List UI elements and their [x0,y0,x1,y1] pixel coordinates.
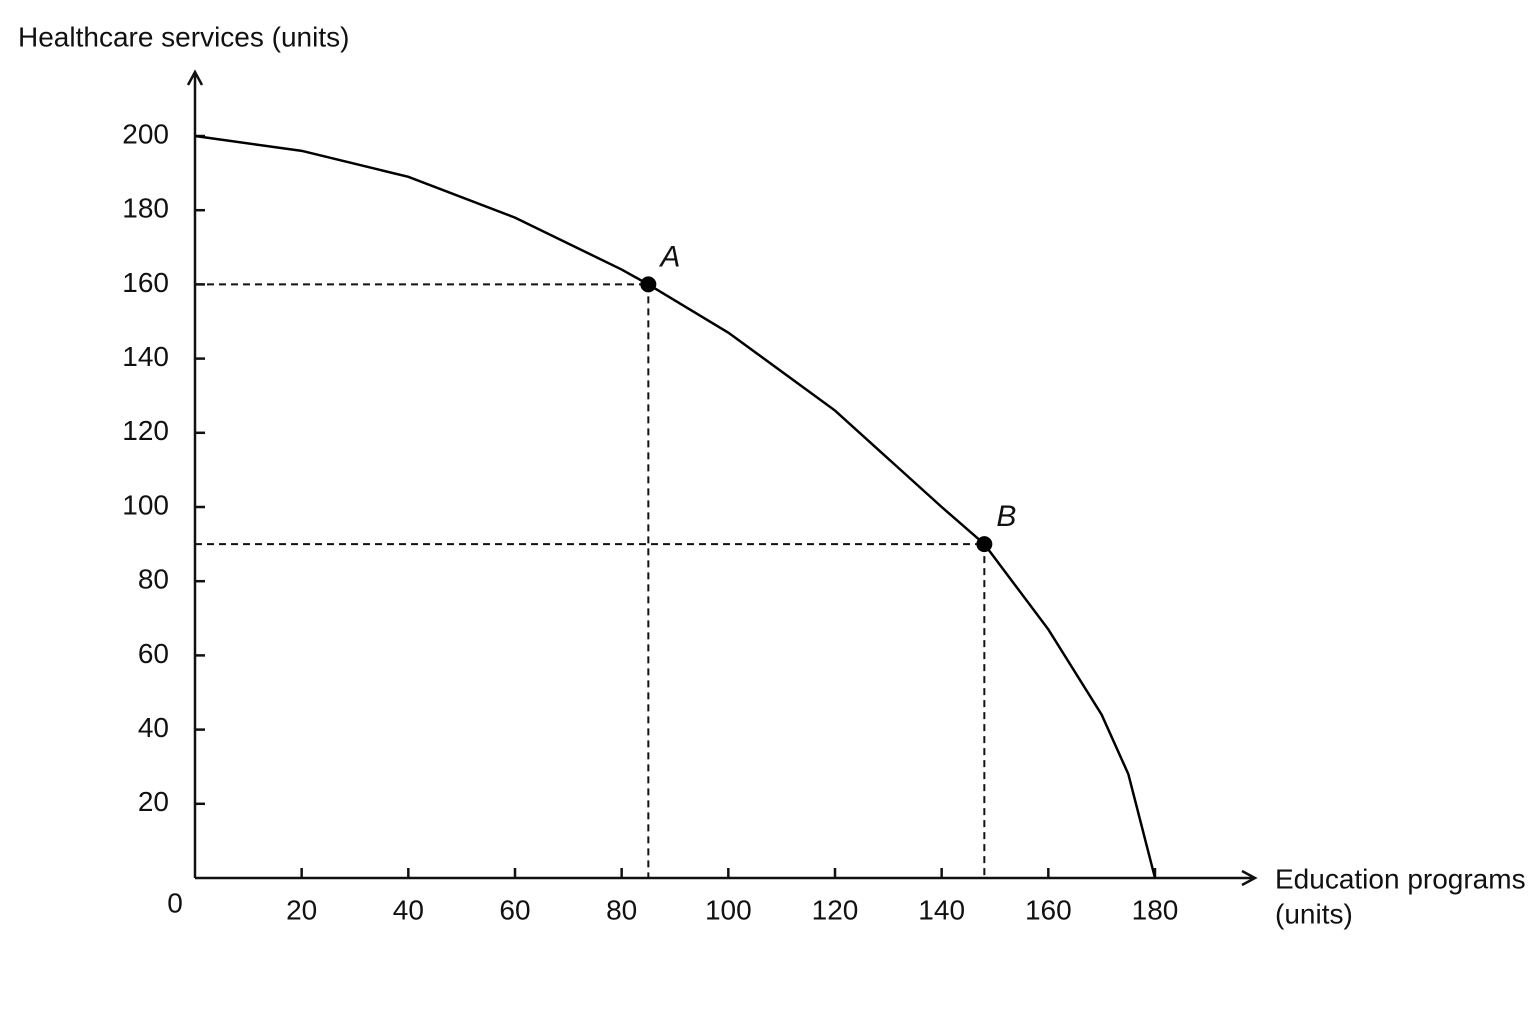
x-axis-title: (units) [1275,898,1353,929]
x-axis [195,869,1258,887]
point-label: A [658,240,680,273]
y-axis-title: Healthcare services (units) [18,21,349,52]
y-tick-label: 120 [122,415,169,446]
y-tick-label: 40 [138,712,169,743]
y-tick-label: 180 [122,193,169,224]
x-tick-label: 20 [286,894,317,925]
x-tick-label: 80 [606,894,637,925]
point [976,536,993,553]
y-tick-label: 100 [122,489,169,520]
y-tick-label: 200 [122,118,169,149]
y-axis [186,69,204,878]
y-tick-label: 80 [138,564,169,595]
x-tick-label: 160 [1025,894,1072,925]
x-tick-label: 180 [1132,894,1179,925]
y-tick-label: 160 [122,267,169,298]
x-tick-label: 100 [705,894,752,925]
ppf-curve [194,134,1157,879]
point-label: B [996,500,1016,533]
x-tick-label: 60 [499,894,530,925]
x-axis-title: Education programs [1275,863,1526,894]
point [640,276,657,293]
x-tick-label: 120 [812,894,859,925]
y-tick-label: 140 [122,341,169,372]
x-tick-label: 140 [918,894,965,925]
origin-label: 0 [167,887,183,918]
y-tick-label: 60 [138,638,169,669]
y-tick-label: 20 [138,786,169,817]
x-tick-label: 40 [393,894,424,925]
